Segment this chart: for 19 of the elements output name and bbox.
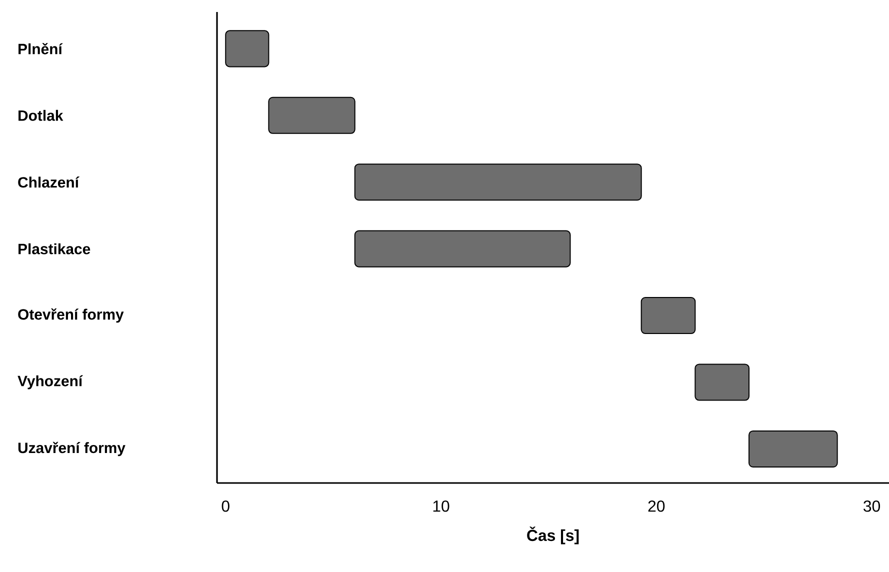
x-tick-label: 10: [433, 500, 450, 512]
x-tick-label: 0: [222, 500, 230, 512]
bar: [354, 164, 642, 201]
bar: [268, 96, 356, 134]
y-tick-label: Plnění: [18, 43, 63, 54]
y-tick-label: Plastikace: [18, 243, 90, 254]
y-tick-label: Uzavření formy: [18, 442, 126, 456]
y-tick-label: Vyhození: [18, 375, 83, 390]
y-tick-label: Dotlak: [18, 110, 64, 121]
x-tick-label: 20: [648, 500, 665, 512]
y-tick-label: Chlazení: [18, 176, 80, 188]
x-axis-title: Čas [s]: [527, 526, 579, 544]
bar: [225, 30, 270, 68]
bar: [354, 230, 571, 268]
bar: [640, 297, 696, 334]
y-tick-label: Otevření formy: [18, 308, 124, 323]
x-tick-label: 30: [864, 500, 880, 512]
bar: [694, 364, 750, 401]
bar: [748, 430, 838, 468]
